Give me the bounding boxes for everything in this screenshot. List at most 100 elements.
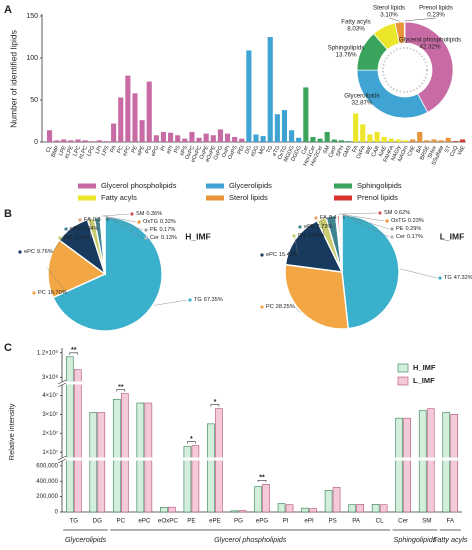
legend-label: Glycerolipids [229, 181, 272, 190]
bar [210, 135, 216, 142]
leader-line [340, 213, 390, 230]
legend-label: Fatty acyls [101, 193, 137, 202]
label-dot [292, 234, 296, 238]
bar [191, 445, 200, 513]
legend-label: Prenol lipids [357, 193, 398, 202]
x-tick-label: PA [109, 145, 118, 154]
bar [431, 139, 437, 142]
pie-label: TG 67.35% [194, 297, 223, 303]
group-label: Fatty acyls [433, 535, 468, 544]
pie-label-category: ePE [304, 224, 315, 230]
significance-bracket [116, 389, 126, 392]
pie-label: Cer 0.17% [396, 234, 423, 240]
y-tick-label: 100 [26, 55, 38, 62]
pie-label-category: TG [194, 297, 202, 303]
x-tick-label: WE [365, 145, 374, 156]
label-dot [18, 250, 22, 254]
pie-label-value: 0.38% [93, 217, 109, 223]
bar [310, 136, 316, 142]
panel-label: B [4, 208, 12, 220]
y-tick-label: 400,000 [36, 479, 58, 485]
x-tick-label: PE [131, 145, 140, 154]
leader-line [399, 268, 438, 279]
x-tick-label: ChE [407, 145, 417, 158]
leader-line [404, 17, 437, 22]
axis-break [58, 381, 462, 385]
pie-label-category: PC [38, 290, 46, 296]
pie-label: OxTG 0.23% [391, 218, 424, 224]
y-tick-label: 200,000 [36, 494, 58, 500]
significance-label: * [214, 399, 217, 406]
x-tick-label: ePE [136, 145, 146, 157]
bar [442, 412, 451, 513]
x-tick-label: DG [93, 518, 102, 525]
leader-line [330, 215, 333, 228]
x-tick-label: ePC [138, 518, 151, 525]
y-tick-label: 1×10⁷ [42, 449, 58, 456]
bar [196, 137, 202, 142]
bar [146, 81, 152, 142]
donut-value-label: 0.23% [427, 12, 445, 19]
bar [303, 87, 309, 142]
donut-value-label: 32.87% [352, 100, 373, 107]
y-tick-label: 2×10⁷ [42, 430, 58, 437]
pie-label-value: 0.17% [159, 227, 175, 233]
x-tick-label: BMP [50, 145, 61, 159]
pie-label-value: 16.70% [48, 290, 67, 296]
panel-label: C [4, 342, 12, 354]
label-dot [144, 228, 148, 232]
pie-label-category: DG [298, 233, 306, 239]
legend-label: Sphingolipids [357, 181, 402, 190]
bar [381, 136, 387, 142]
donut-value-label: 3.10% [380, 12, 398, 19]
bar [395, 139, 401, 142]
x-tick-label: PI [283, 518, 289, 525]
pie-label-category: Cer [396, 234, 405, 240]
legend-swatch [334, 195, 352, 201]
bar [262, 484, 270, 513]
bar [317, 138, 323, 142]
bar [395, 417, 403, 513]
legend-swatch [397, 363, 409, 373]
label-dot [390, 235, 394, 239]
axis-break [58, 457, 462, 461]
pie-label: ePE 2.73% [304, 224, 332, 230]
bar [445, 137, 451, 142]
pie-label-category: PE [150, 227, 158, 233]
pie-label-value: 67.35% [204, 297, 223, 303]
label-dot [438, 276, 442, 280]
pie-label-category: SM [136, 211, 145, 217]
bar [46, 130, 53, 142]
leader-line [320, 217, 325, 237]
pie-label-value: 0.17% [407, 234, 423, 240]
x-tick-label: eTG [272, 145, 282, 157]
bar [260, 136, 266, 142]
y-axis-label: Relative intensity [7, 403, 16, 460]
axis-break-mark [57, 455, 67, 464]
bar [424, 140, 430, 142]
x-tick-label: PG [234, 518, 243, 525]
x-tick-label: NAE [378, 145, 388, 158]
pie-label: TG 47.32% [444, 275, 472, 281]
pie-label-category: ePE [70, 226, 81, 232]
donut-label: Glycerol phospholipids [399, 37, 461, 44]
pie-label: ePC 15.42% [266, 252, 298, 258]
bar [160, 507, 168, 513]
bar [238, 510, 247, 513]
x-tick-label: CL [376, 518, 384, 525]
donut-label: Fatty acyls [341, 19, 371, 26]
x-tick-label: PS [328, 518, 336, 525]
bar [111, 123, 117, 142]
bar [73, 369, 82, 513]
pie-label-category: PC [266, 304, 274, 310]
legend-label: Sterol lipids [229, 193, 268, 202]
bar [139, 120, 145, 142]
pie-label-value: 2.73% [317, 224, 333, 230]
label-dot [188, 298, 192, 302]
leader-line [294, 238, 299, 256]
bar [277, 503, 286, 513]
bar [410, 139, 416, 142]
x-tick-label: PC [116, 145, 125, 154]
x-tick-label: ePE [209, 518, 221, 525]
